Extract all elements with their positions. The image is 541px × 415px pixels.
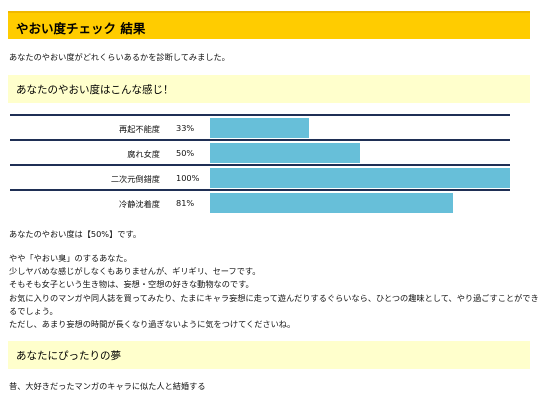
dream-text: 昔、大好きだったマンガのキャラに似た人と結婚する bbox=[9, 381, 206, 391]
bar-label: 再起不能度 bbox=[119, 124, 160, 134]
result-score-text: あなたのやおい度は【50%】です。 bbox=[9, 229, 142, 239]
bar bbox=[210, 168, 510, 188]
chart-row: 二次元倒錯度 100% bbox=[10, 164, 510, 189]
bar-label: 腐れ女度 bbox=[127, 149, 160, 159]
chart-row: 再起不能度 33% bbox=[10, 114, 510, 139]
bar-value-label: 100% bbox=[176, 173, 200, 183]
bar-value-label: 33% bbox=[176, 123, 195, 133]
chart-row: 冷静沈着度 81% bbox=[10, 189, 510, 214]
section-title-chart: あなたのやおい度はこんな感じ！ bbox=[16, 84, 174, 96]
bar bbox=[210, 193, 453, 213]
bar bbox=[210, 143, 360, 163]
page-title: やおい度チェック 結果 bbox=[16, 21, 146, 36]
description-line: やや「やおい臭」のするあなた。 bbox=[9, 253, 132, 263]
chart-row: 腐れ女度 50% bbox=[10, 139, 510, 164]
intro-text: あなたのやおい度がどれくらいあるかを診断してみました。 bbox=[9, 52, 230, 62]
bar-label: 冷静沈着度 bbox=[119, 199, 160, 209]
bar-value-label: 50% bbox=[176, 148, 195, 158]
section-title-dream: あなたにぴったりの夢 bbox=[16, 350, 121, 362]
description-line: お気に入りのマンガや同人誌を買ってみたり、たまにキャラ妄想に走って遊んだりするぐ… bbox=[9, 292, 539, 303]
yaoi-score-chart: 再起不能度 33% 腐れ女度 50% 二次元倒錯度 100% 冷静沈着度 81% bbox=[10, 114, 510, 216]
bar-value-label: 81% bbox=[176, 198, 195, 208]
description-line: 少しヤバめな感じがしなくもありませんが、ギリギリ、セーフです。 bbox=[9, 266, 261, 277]
result-description: やや「やおい臭」のするあなた。 少しヤバめな感じがしなくもありませんが、ギリギリ… bbox=[9, 252, 539, 331]
description-line: そもそも女子という生き物は、妄想・空想の好きな動物なのです。 bbox=[9, 279, 254, 290]
bar bbox=[210, 118, 309, 138]
bar-label: 二次元倒錯度 bbox=[110, 174, 160, 184]
result-title-bar: やおい度チェック 結果 bbox=[8, 11, 530, 39]
description-line: るでしょう。 bbox=[9, 305, 58, 316]
description-line: ただし、あまり妄想の時間が長くなり過ぎないように気をつけてくださいね。 bbox=[9, 319, 296, 330]
section-header-chart: あなたのやおい度はこんな感じ！ bbox=[8, 75, 530, 103]
section-header-dream: あなたにぴったりの夢 bbox=[8, 341, 530, 369]
